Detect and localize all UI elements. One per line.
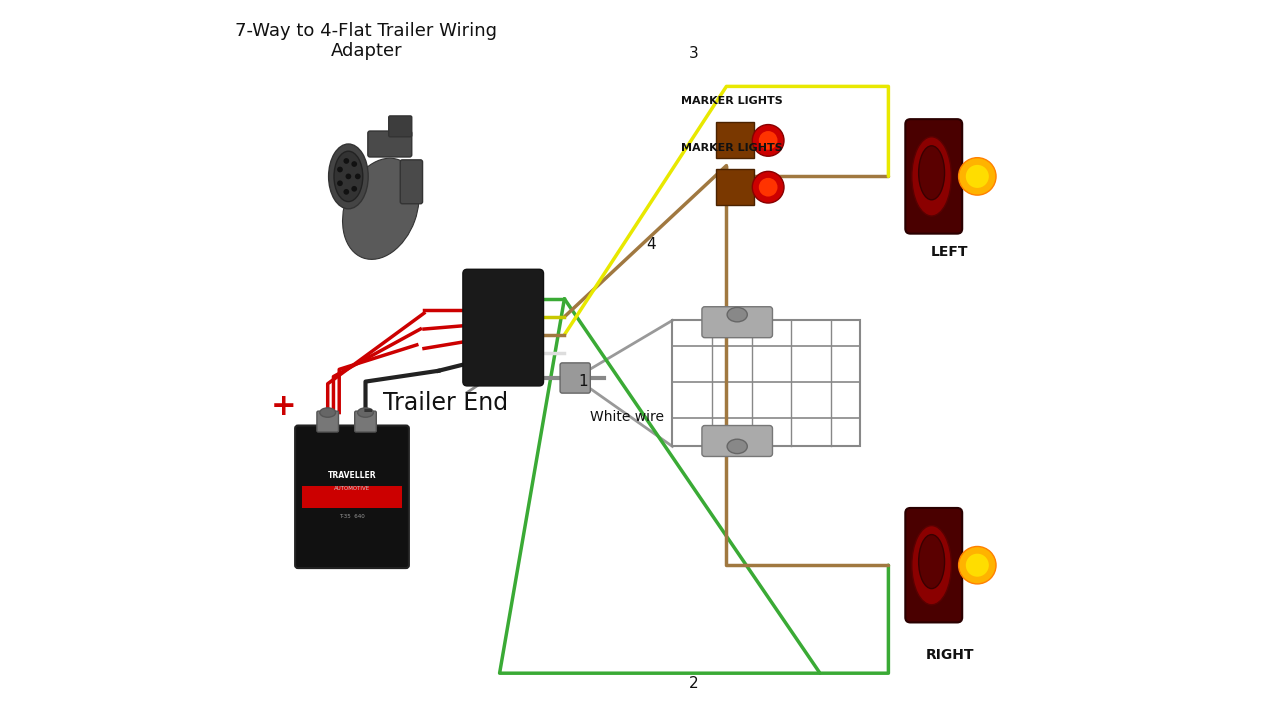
Text: Trailer End: Trailer End [383, 391, 508, 415]
Text: T-35  640: T-35 640 [339, 515, 365, 519]
Text: 2: 2 [689, 677, 699, 691]
Circle shape [759, 178, 777, 197]
FancyBboxPatch shape [905, 508, 963, 622]
Ellipse shape [329, 144, 369, 209]
Text: -: - [364, 398, 374, 423]
Ellipse shape [727, 307, 748, 322]
Ellipse shape [357, 408, 374, 417]
Circle shape [753, 171, 785, 203]
FancyBboxPatch shape [463, 269, 544, 386]
Circle shape [346, 174, 351, 179]
Ellipse shape [911, 526, 951, 605]
Text: White wire: White wire [590, 410, 663, 424]
Ellipse shape [919, 145, 945, 199]
Ellipse shape [911, 137, 951, 216]
Circle shape [337, 166, 343, 172]
Text: 4: 4 [646, 238, 655, 252]
FancyBboxPatch shape [905, 119, 963, 233]
Text: +: + [271, 392, 297, 421]
Text: LEFT: LEFT [931, 245, 969, 259]
FancyBboxPatch shape [355, 411, 376, 432]
Bar [717, 169, 754, 205]
Ellipse shape [919, 534, 945, 589]
Text: 3: 3 [689, 47, 699, 61]
FancyBboxPatch shape [701, 307, 773, 338]
Ellipse shape [727, 439, 748, 454]
Circle shape [959, 546, 996, 584]
Ellipse shape [343, 158, 419, 259]
Circle shape [351, 186, 357, 192]
Text: MARKER LIGHTS: MARKER LIGHTS [681, 143, 783, 153]
Circle shape [966, 165, 989, 188]
Bar [672, 320, 860, 446]
FancyBboxPatch shape [389, 116, 412, 137]
Bar [302, 486, 402, 508]
Text: MARKER LIGHTS: MARKER LIGHTS [681, 96, 783, 106]
FancyBboxPatch shape [701, 426, 773, 456]
Text: RIGHT: RIGHT [925, 648, 974, 662]
Circle shape [343, 158, 349, 164]
Circle shape [337, 181, 343, 186]
Text: AUTOMOTIVE: AUTOMOTIVE [334, 486, 370, 490]
FancyBboxPatch shape [296, 426, 408, 568]
FancyBboxPatch shape [401, 160, 422, 204]
Text: 1: 1 [579, 374, 589, 389]
Text: 7-Way to 4-Flat Trailer Wiring
Adapter: 7-Way to 4-Flat Trailer Wiring Adapter [236, 22, 498, 60]
Circle shape [753, 125, 785, 156]
Circle shape [759, 131, 777, 150]
Circle shape [959, 158, 996, 195]
Bar [717, 122, 754, 158]
FancyBboxPatch shape [561, 363, 590, 393]
Ellipse shape [320, 408, 335, 417]
Text: TRAVELLER: TRAVELLER [328, 471, 376, 480]
Circle shape [966, 554, 989, 577]
Circle shape [343, 189, 349, 194]
Circle shape [351, 161, 357, 167]
FancyBboxPatch shape [317, 411, 338, 432]
FancyBboxPatch shape [367, 131, 412, 157]
Ellipse shape [334, 151, 362, 202]
Circle shape [355, 174, 361, 179]
